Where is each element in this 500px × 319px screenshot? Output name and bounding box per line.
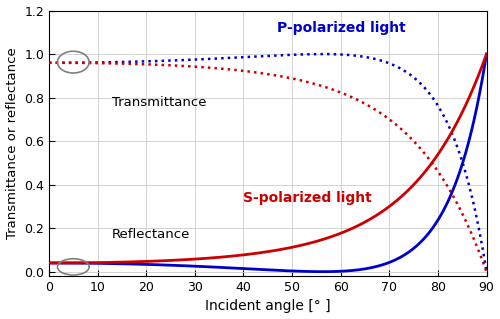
Y-axis label: Transmittance or reflectance: Transmittance or reflectance bbox=[6, 48, 18, 239]
Text: S-polarized light: S-polarized light bbox=[244, 191, 372, 205]
Text: Transmittance: Transmittance bbox=[112, 96, 206, 109]
Text: P-polarized light: P-polarized light bbox=[278, 21, 406, 35]
Text: Reflectance: Reflectance bbox=[112, 228, 190, 241]
X-axis label: Incident angle [° ]: Incident angle [° ] bbox=[205, 300, 330, 314]
